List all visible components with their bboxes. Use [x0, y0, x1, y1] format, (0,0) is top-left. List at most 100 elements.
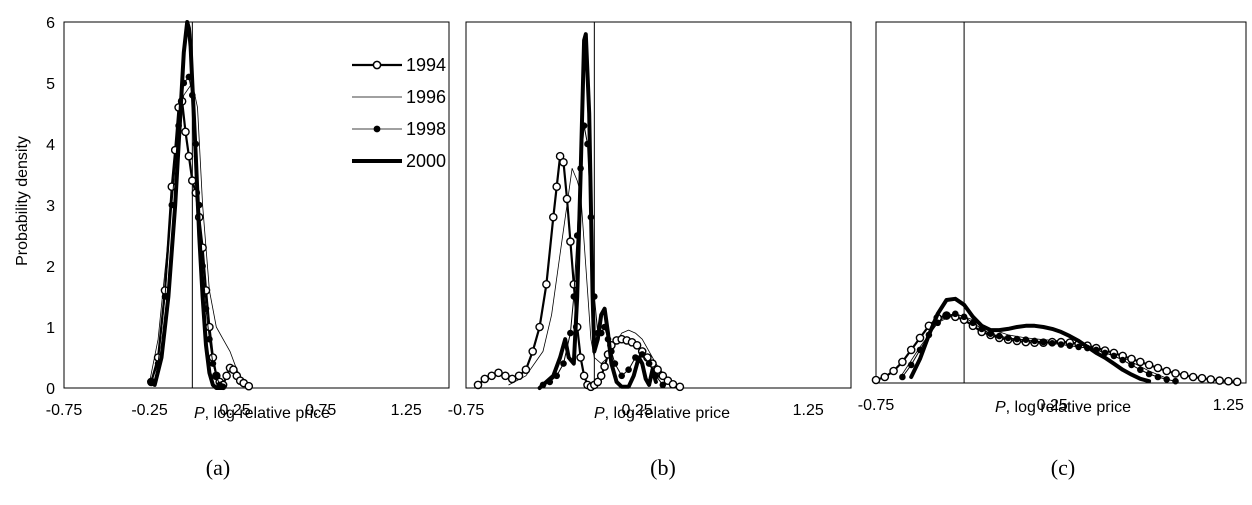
- y-tick-label: 2: [46, 259, 55, 276]
- data-point: [1206, 375, 1216, 384]
- x-tick-label: 1.25: [1213, 397, 1244, 414]
- data-point: [1144, 360, 1154, 370]
- legend-label-1994: 1994: [406, 55, 446, 75]
- data-point: [184, 151, 194, 161]
- data-point: [659, 381, 667, 389]
- data-point: [1145, 370, 1153, 378]
- data-point: [1048, 340, 1056, 347]
- x-axis-label-text: , log relative price: [605, 405, 730, 422]
- panel-label: (c): [1051, 455, 1075, 480]
- data-point: [625, 366, 632, 374]
- data-point: [579, 371, 589, 381]
- data-point: [494, 368, 503, 378]
- data-point: [899, 373, 906, 381]
- x-axis-label: P, log relative price: [594, 405, 730, 422]
- tick-labels: -0.75 -0.25 0.25 0.75 1.25 0 1 2 3 4 5 6: [46, 15, 422, 419]
- series-2000: [537, 32, 658, 390]
- legend-label-2000: 2000: [406, 151, 446, 171]
- data-point: [209, 360, 217, 367]
- series-line-2000: [537, 32, 658, 390]
- series-line-1996: [508, 167, 681, 387]
- data-point: [889, 366, 898, 376]
- data-point: [1110, 352, 1118, 360]
- series-2000: [152, 20, 226, 390]
- x-tick-label: -0.75: [46, 402, 83, 419]
- y-tick-label: 4: [46, 137, 55, 154]
- data-point: [1215, 376, 1224, 385]
- panel-label: (b): [650, 455, 676, 480]
- data-point: [906, 345, 916, 355]
- data-point: [1153, 363, 1163, 373]
- tick-labels: -0.75 0.25 1.25: [858, 397, 1244, 414]
- x-axis-label: P, log relative price: [194, 405, 330, 422]
- data-point: [244, 381, 254, 391]
- data-point: [1162, 366, 1171, 376]
- data-point: [473, 380, 483, 390]
- x-tick-label: -0.25: [131, 402, 168, 419]
- panel-label: (a): [206, 455, 230, 480]
- data-point: [1128, 361, 1135, 369]
- data-point: [148, 378, 155, 386]
- data-point: [1066, 342, 1074, 350]
- data-point: [943, 312, 950, 319]
- data-point: [960, 313, 968, 321]
- data-point: [1040, 338, 1047, 346]
- legend-label-1996: 1996: [406, 87, 446, 107]
- data-point: [487, 371, 497, 381]
- series-layer: [871, 296, 1242, 387]
- data-point: [1232, 377, 1242, 387]
- legend-marker-1994: [372, 60, 382, 70]
- x-axis-label: P, log relative price: [995, 399, 1131, 416]
- data-point: [1163, 376, 1170, 383]
- data-point: [1119, 356, 1126, 364]
- data-point: [907, 361, 915, 369]
- data-point: [1075, 343, 1082, 351]
- data-point: [645, 360, 653, 367]
- data-point: [562, 194, 572, 204]
- data-point: [1224, 376, 1233, 386]
- x-axis-label-var: P: [194, 405, 205, 422]
- series-layer: [473, 32, 685, 392]
- data-point: [549, 212, 558, 222]
- data-point: [542, 279, 551, 289]
- legend-item-2000: 2000: [352, 151, 446, 171]
- data-point: [1172, 377, 1179, 385]
- data-point: [1127, 354, 1136, 364]
- data-point: [566, 237, 575, 246]
- plot-frame: [465, 21, 852, 389]
- data-point: [996, 332, 1003, 340]
- legend-label-1998: 1998: [406, 119, 446, 139]
- data-point: [880, 372, 890, 382]
- data-point: [206, 335, 213, 343]
- legend-item-1998: 1998: [352, 119, 446, 139]
- x-tick-label: 0.75: [305, 402, 336, 419]
- data-point: [1022, 336, 1030, 344]
- data-point: [514, 371, 524, 381]
- series-layer: [146, 20, 254, 391]
- plot-frame: [63, 21, 450, 389]
- tick-labels: -0.75 0.25 1.25: [448, 402, 824, 419]
- data-point: [1137, 366, 1144, 374]
- series-2000: [909, 296, 1152, 384]
- x-axis-label-text: , log relative price: [1006, 399, 1131, 416]
- data-point: [638, 351, 646, 358]
- x-tick-label: 0.25: [622, 402, 653, 419]
- data-point: [1197, 373, 1207, 383]
- y-tick-label: 3: [46, 198, 55, 215]
- panel-c: -0.75 0.25 1.25 P, log relative price (c): [858, 21, 1247, 480]
- data-point: [1188, 372, 1198, 382]
- x-tick-label: 0.25: [1037, 397, 1068, 414]
- y-axis-label: Probability density: [14, 136, 31, 266]
- x-tick-label: -0.75: [858, 397, 895, 414]
- data-point: [1031, 337, 1038, 345]
- data-point: [535, 322, 544, 332]
- x-tick-label: 1.25: [391, 402, 422, 419]
- series-line-2000: [152, 20, 226, 390]
- data-point: [480, 374, 490, 384]
- data-point: [521, 365, 531, 375]
- y-tick-label: 0: [46, 381, 55, 398]
- data-point: [618, 372, 625, 380]
- series-line-2000: [909, 296, 1152, 384]
- legend-item-1994: 1994: [352, 55, 446, 75]
- data-point: [600, 362, 609, 371]
